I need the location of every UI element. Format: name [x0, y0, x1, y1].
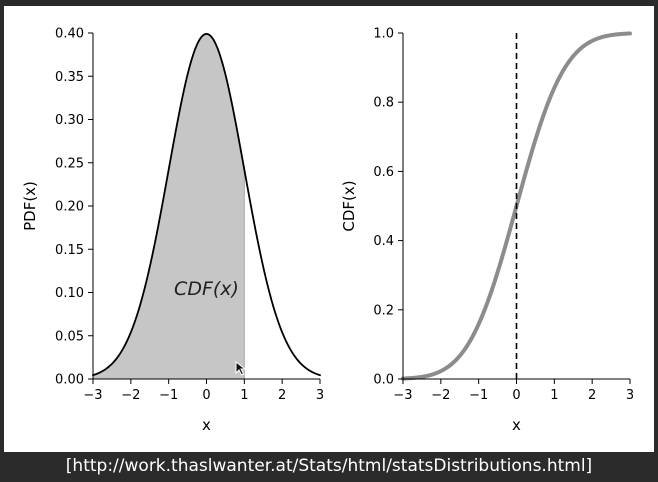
y-tick-label: 0.0	[373, 373, 394, 388]
x-tick-label: 2	[588, 388, 596, 403]
y-tick-label: 0.2	[373, 303, 394, 318]
y-tick-label: 0.40	[55, 27, 84, 42]
x-tick-label: 3	[626, 388, 634, 403]
x-axis-label: x	[202, 416, 211, 434]
pdf-curve	[92, 33, 321, 377]
y-tick-label: 0.10	[55, 286, 84, 301]
x-tick-label: −1	[159, 388, 178, 403]
mouse-pointer-icon	[235, 361, 247, 376]
x-tick-label: 0	[202, 388, 210, 403]
x-tick-label: −3	[83, 388, 102, 403]
y-tick-label: 0.8	[373, 96, 394, 111]
x-tick-label: −2	[431, 388, 450, 403]
x-tick-label: −2	[121, 388, 140, 403]
x-axis-label: x	[512, 416, 521, 434]
y-tick-label: 0.15	[55, 243, 84, 258]
y-tick-label: 0.30	[55, 113, 84, 128]
x-tick-label: −1	[469, 388, 488, 403]
y-axis-label: PDF(x)	[21, 181, 39, 231]
x-tick-label: 3	[316, 388, 324, 403]
x-tick-label: 1	[550, 388, 558, 403]
y-tick-label: 0.05	[55, 329, 84, 344]
y-axis-label: CDF(x)	[340, 180, 358, 231]
x-tick-label: 1	[240, 388, 248, 403]
figure-canvas: −3 −2 −1 0 1 2 30.000.050.100.150.200.250.300.…	[21, 27, 634, 435]
pdf-chart: −3 −2 −1 0 1 2 3 0.00 0.05 0.10 0.15 0.20 0.25 0.30 0.…	[21, 27, 324, 435]
x-tick-label: −3	[393, 388, 412, 403]
y-tick-label: 0.00	[55, 373, 84, 388]
y-tick-label: 1.0	[373, 27, 394, 42]
source-url-caption: [http://work.thaslwanter.at/Stats/html/s…	[65, 456, 593, 476]
x-tick-label: 2	[278, 388, 286, 403]
y-tick-label: 0.6	[373, 165, 394, 180]
cdf-annotation: CDF(x)	[174, 278, 239, 300]
x-tick-label: 0	[512, 388, 520, 403]
y-tick-label: 0.25	[55, 156, 84, 171]
cdf-chart: −3 −2 −1 0 1 2 3 0.0 0.2 0.4 0.6 0.8 1.0 x CDF(x)	[340, 27, 634, 435]
y-tick-label: 0.35	[55, 70, 84, 85]
y-tick-label: 0.20	[55, 200, 84, 215]
shaded-cdf-area	[93, 33, 245, 379]
y-tick-label: 0.4	[373, 234, 394, 249]
figure-panel: −3 −2 −1 0 1 2 3 0.00 0.05 0.10 0.15 0.20 0.25 0.30 0.…	[4, 6, 654, 452]
